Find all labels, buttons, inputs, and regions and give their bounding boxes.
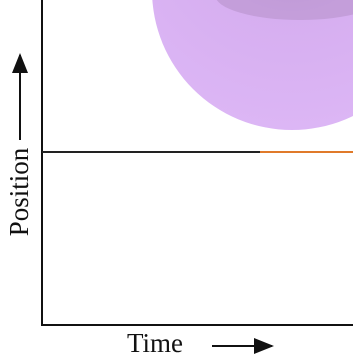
x-axis-label: Time [127,328,183,356]
sphere-shade [216,0,353,20]
sphere [152,0,353,130]
y-axis-label: Position [4,147,34,236]
